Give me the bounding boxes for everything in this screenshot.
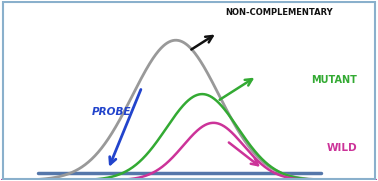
Text: WILD: WILD (326, 143, 357, 153)
Text: PROBE: PROBE (92, 107, 132, 117)
Text: MUTANT: MUTANT (311, 75, 357, 85)
Text: NON-COMPLEMENTARY: NON-COMPLEMENTARY (226, 8, 333, 17)
